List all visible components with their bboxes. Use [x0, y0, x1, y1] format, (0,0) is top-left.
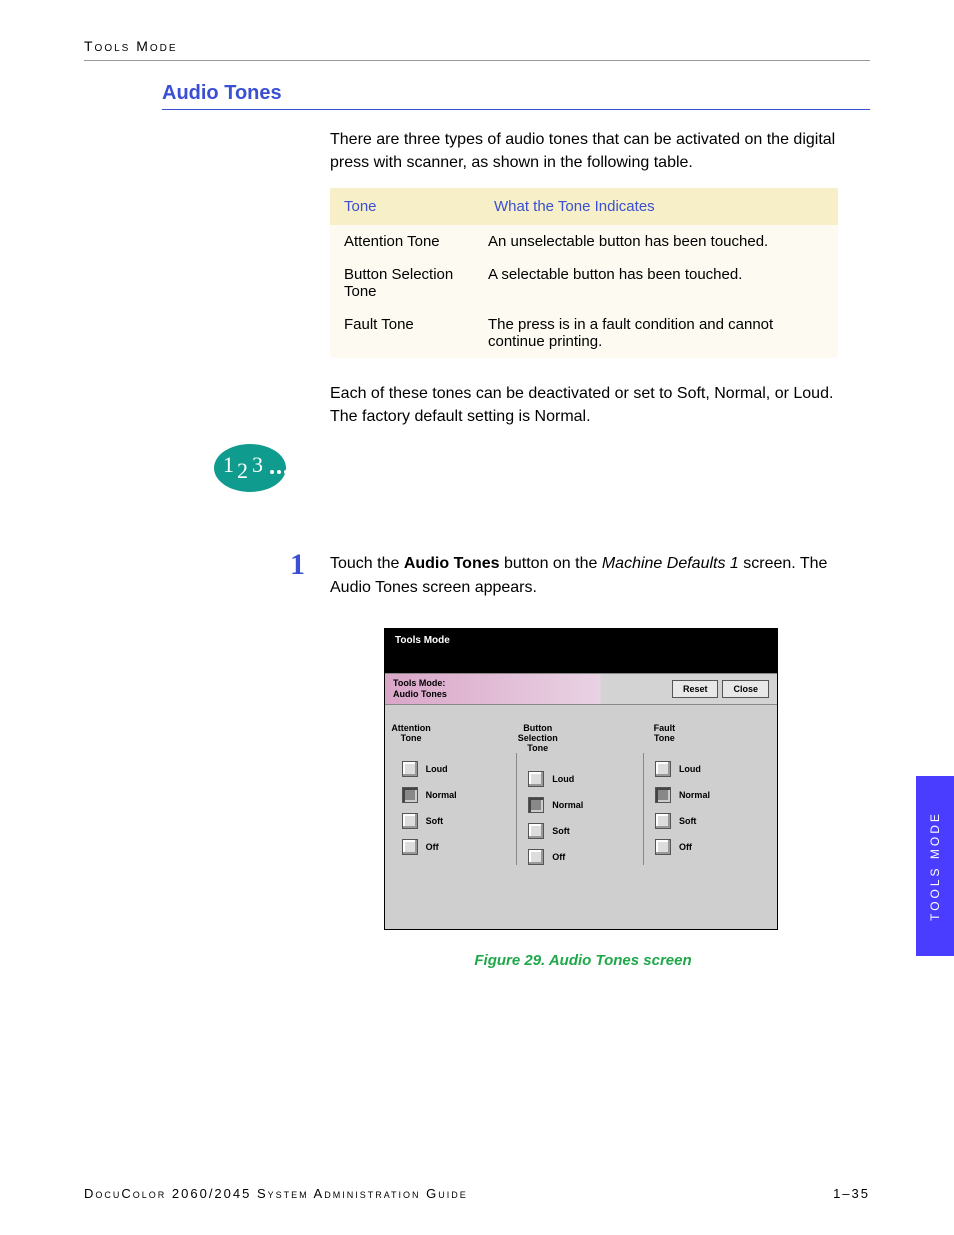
ss-option-box[interactable] — [402, 761, 418, 777]
table-header-tone: Tone — [330, 188, 480, 225]
ss-option-label: Normal — [552, 800, 583, 810]
ss-option-box[interactable] — [528, 823, 544, 839]
ss-option[interactable]: Soft — [402, 813, 444, 829]
page-footer: DocuColor 2060/2045 System Administratio… — [84, 1186, 870, 1201]
close-button[interactable]: Close — [722, 680, 769, 698]
ss-column: Attention Tone Loud Normal Soft Off — [392, 723, 517, 875]
svg-text:2: 2 — [237, 458, 248, 483]
ss-option-label: Loud — [426, 764, 448, 774]
step-text-italic: Machine Defaults 1 — [602, 555, 739, 572]
ss-option[interactable]: Off — [528, 849, 565, 865]
ss-option[interactable]: Loud — [655, 761, 701, 777]
running-head: Tools Mode — [84, 38, 870, 61]
step-text-mid: button on the — [500, 555, 602, 572]
table-header-row: Tone What the Tone Indicates — [330, 188, 838, 225]
ss-header: Tools Mode: Audio Tones Reset Close — [385, 673, 777, 705]
ss-option[interactable]: Normal — [655, 787, 710, 803]
ss-header-line1: Tools Mode: — [393, 678, 447, 689]
ss-column-title: Attention Tone — [391, 723, 431, 743]
table-cell: The press is in a fault condition and ca… — [480, 316, 838, 350]
ss-option-label: Off — [426, 842, 439, 852]
ss-option-label: Off — [679, 842, 692, 852]
ss-option-box[interactable] — [402, 839, 418, 855]
steps-icon: 1 2 3 — [210, 442, 296, 499]
ss-header-buttons: Reset Close — [672, 680, 769, 698]
step-text-bold: Audio Tones — [404, 555, 500, 572]
side-tab-label: TOOLS MODE — [928, 811, 942, 921]
ss-option-label: Loud — [679, 764, 701, 774]
table-cell: An unselectable button has been touched. — [480, 233, 838, 250]
ss-option-label: Soft — [552, 826, 570, 836]
ss-header-line2: Audio Tones — [393, 689, 447, 700]
ss-column: Button Selection Tone Loud Normal Soft Off — [518, 723, 643, 875]
ss-option[interactable]: Loud — [528, 771, 574, 787]
ss-column-divider — [643, 753, 644, 865]
ss-option[interactable]: Loud — [402, 761, 448, 777]
ss-option-label: Soft — [679, 816, 697, 826]
ss-topbar: Tools Mode — [385, 629, 777, 673]
svg-text:1: 1 — [223, 452, 234, 477]
ss-column-title: Button Selection Tone — [518, 723, 558, 753]
reset-button[interactable]: Reset — [672, 680, 719, 698]
ss-option[interactable]: Soft — [655, 813, 697, 829]
ss-column-divider — [516, 753, 517, 865]
audio-tones-screenshot: Tools Mode Tools Mode: Audio Tones Reset… — [384, 628, 778, 930]
ss-option[interactable]: Normal — [402, 787, 457, 803]
ss-column-title: Fault Tone — [645, 723, 684, 743]
ss-option-box[interactable] — [655, 787, 671, 803]
ss-option-box[interactable] — [528, 771, 544, 787]
outro-paragraph: Each of these tones can be deactivated o… — [330, 382, 836, 428]
table-header-indicates: What the Tone Indicates — [480, 188, 838, 225]
ss-option-label: Loud — [552, 774, 574, 784]
ss-option-label: Normal — [679, 790, 710, 800]
ss-option[interactable]: Soft — [528, 823, 570, 839]
ss-option[interactable]: Off — [402, 839, 439, 855]
ss-option-box[interactable] — [655, 761, 671, 777]
table-cell: Button Selection Tone — [330, 266, 480, 300]
ss-top-title: Tools Mode — [395, 635, 450, 646]
ss-option-box[interactable] — [402, 813, 418, 829]
step-1-text: Touch the Audio Tones button on the Mach… — [330, 552, 836, 600]
table-cell: A selectable button has been touched. — [480, 266, 838, 300]
step-number: 1 — [290, 548, 305, 582]
ss-body: Attention ToneLoudNormalSoftOffButton Se… — [385, 705, 777, 885]
ss-option-box[interactable] — [655, 839, 671, 855]
ss-option-box[interactable] — [528, 797, 544, 813]
intro-paragraph: There are three types of audio tones tha… — [330, 128, 836, 174]
section-title: Audio Tones — [162, 82, 870, 105]
ss-option-label: Normal — [426, 790, 457, 800]
table-cell: Fault Tone — [330, 316, 480, 350]
table-cell: Attention Tone — [330, 233, 480, 250]
ss-option[interactable]: Normal — [528, 797, 583, 813]
footer-left: DocuColor 2060/2045 System Administratio… — [84, 1186, 468, 1201]
ss-option-label: Soft — [426, 816, 444, 826]
footer-right: 1–35 — [833, 1186, 870, 1201]
ss-option-box[interactable] — [528, 849, 544, 865]
figure-caption: Figure 29. Audio Tones screen — [330, 952, 836, 969]
ss-option-label: Off — [552, 852, 565, 862]
tones-table: Tone What the Tone Indicates Attention T… — [330, 188, 838, 358]
step-text-pre: Touch the — [330, 555, 404, 572]
svg-text:3: 3 — [252, 452, 263, 477]
ss-option[interactable]: Off — [655, 839, 692, 855]
table-row: Fault Tone The press is in a fault condi… — [330, 308, 838, 358]
section-title-rule: Audio Tones — [162, 82, 870, 110]
table-row: Button Selection Tone A selectable butto… — [330, 258, 838, 308]
ss-column: Fault Tone Loud Normal Soft Off — [645, 723, 770, 875]
ss-header-left: Tools Mode: Audio Tones — [393, 678, 447, 700]
ss-option-box[interactable] — [402, 787, 418, 803]
table-row: Attention Tone An unselectable button ha… — [330, 225, 838, 258]
side-tab: TOOLS MODE — [916, 776, 954, 956]
ss-option-box[interactable] — [655, 813, 671, 829]
